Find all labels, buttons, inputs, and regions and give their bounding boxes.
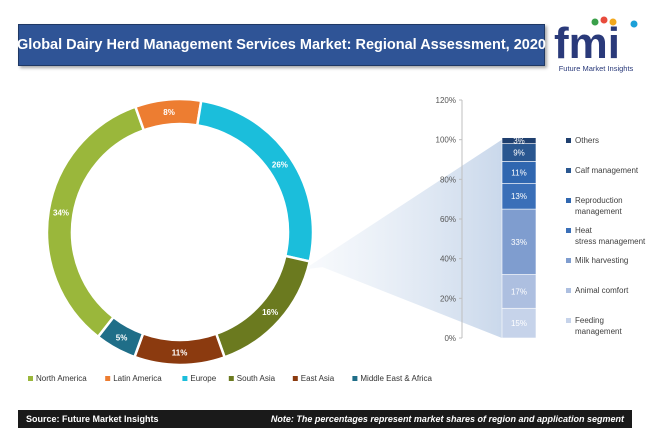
source-text: Source: Future Market Insights <box>26 414 159 424</box>
legend-swatch <box>28 376 33 381</box>
bar-legend-label: stress management <box>575 237 646 246</box>
bar-legend-item-heat-stress-management: Heat stress management <box>566 226 646 246</box>
bar-segment-others <box>501 137 537 144</box>
bar-legend-label: Reproduction <box>575 196 623 205</box>
bar-legend-swatch <box>566 318 571 323</box>
legend-swatch <box>182 376 188 381</box>
connector-band <box>303 139 502 338</box>
donut-slice-north-america <box>45 105 146 339</box>
bar-legend-swatch <box>566 138 571 143</box>
y-tick-label: 80% <box>440 175 456 184</box>
bar-legend-item-feeding-management: Feeding management <box>566 316 622 336</box>
y-tick-label: 20% <box>440 294 456 303</box>
legend-item-north-america: North America <box>28 374 87 383</box>
legend-label: South Asia <box>237 374 276 383</box>
bar-legend-label: Milk harvesting <box>575 256 628 265</box>
logo-tagline: Future Market Insights <box>558 64 634 73</box>
legend-item-east-asia: East Asia <box>292 374 335 383</box>
bar-label-feeding-management: 15% <box>511 319 527 328</box>
bar-label-calf-management: 9% <box>513 149 525 158</box>
bar-legend-label: Others <box>575 136 599 145</box>
legend-item-middle-east-and-africa: Middle East & Africa <box>352 374 433 383</box>
donut-slice-europe <box>195 99 315 263</box>
chart-title: Global Dairy Herd Management Services Ma… <box>17 24 546 66</box>
legend-swatch <box>292 376 298 381</box>
legend-item-south-asia: South Asia <box>228 374 276 383</box>
donut-label-south-asia: 16% <box>262 308 278 317</box>
legend-label: North America <box>36 374 87 383</box>
donut-label-north-america: 34% <box>53 209 69 218</box>
legend-item-europe: Europe <box>182 374 217 383</box>
bar-legend-label: management <box>575 327 622 336</box>
footer: Source: Future Market Insights Note: The… <box>18 410 632 428</box>
legend-label: Latin America <box>113 374 162 383</box>
donut-label-europe: 26% <box>272 161 288 170</box>
note-text: Note: The percentages represent market s… <box>270 414 624 424</box>
legend-swatch <box>228 376 234 381</box>
bar-legend-swatch <box>566 228 571 233</box>
legend-swatch <box>105 376 111 381</box>
fmi-logo: fmi <box>554 16 638 68</box>
bar-legend-label: Animal comfort <box>575 286 629 295</box>
legend-label: Middle East & Africa <box>360 374 432 383</box>
bar-legend-item-milk-harvesting: Milk harvesting <box>566 256 628 265</box>
donut-label-middle-east-and-africa: 5% <box>116 333 128 342</box>
donut-label-east-asia: 11% <box>172 348 188 357</box>
legend-item-latin-america: Latin America <box>105 374 162 383</box>
bar-legend-swatch <box>566 168 571 173</box>
bar-legend-swatch <box>566 288 571 293</box>
bar-label-others: 3% <box>513 137 525 146</box>
bar-legend-swatch <box>566 198 571 203</box>
donut-label-latin-america: 8% <box>163 108 175 117</box>
bar-segment-heat-stress-management <box>501 183 537 210</box>
bar-label-animal-comfort: 17% <box>511 287 527 296</box>
bar-legend-label: management <box>575 207 622 216</box>
donut-slice-south-asia <box>214 254 312 359</box>
bar-label-milk-harvesting: 33% <box>511 238 527 247</box>
y-tick-label: 0% <box>444 334 456 343</box>
bar-legend-item-animal-comfort: Animal comfort <box>566 286 629 295</box>
bar-label-heat-stress-management: 13% <box>511 192 527 201</box>
bar-label-reproduction-management: 11% <box>511 168 526 177</box>
bar-legend-label: Heat <box>575 226 593 235</box>
bar-legend-swatch <box>566 258 571 263</box>
legend-swatch <box>352 376 358 381</box>
bar-legend-item-calf-management: Calf management <box>566 166 639 175</box>
y-tick-label: 100% <box>436 136 456 145</box>
logo-text: fmi <box>554 19 620 68</box>
bar-legend-item-others: Others <box>566 136 599 145</box>
bar-legend-item-reproduction-management: Reproduction management <box>566 196 623 216</box>
y-tick-label: 60% <box>440 215 456 224</box>
bar-legend-label: Feeding <box>575 316 604 325</box>
y-tick-label: 40% <box>440 255 456 264</box>
bar-segment-feeding-management <box>501 307 537 339</box>
legend-label: Europe <box>190 374 216 383</box>
legend-label: East Asia <box>301 374 335 383</box>
donut-slice-middle-east-and-africa <box>96 315 145 359</box>
bar-segment-milk-harvesting <box>501 208 537 275</box>
bar-legend-label: Calf management <box>575 166 639 175</box>
y-tick-label: 120% <box>436 96 456 105</box>
bar-segment-animal-comfort <box>501 274 537 309</box>
